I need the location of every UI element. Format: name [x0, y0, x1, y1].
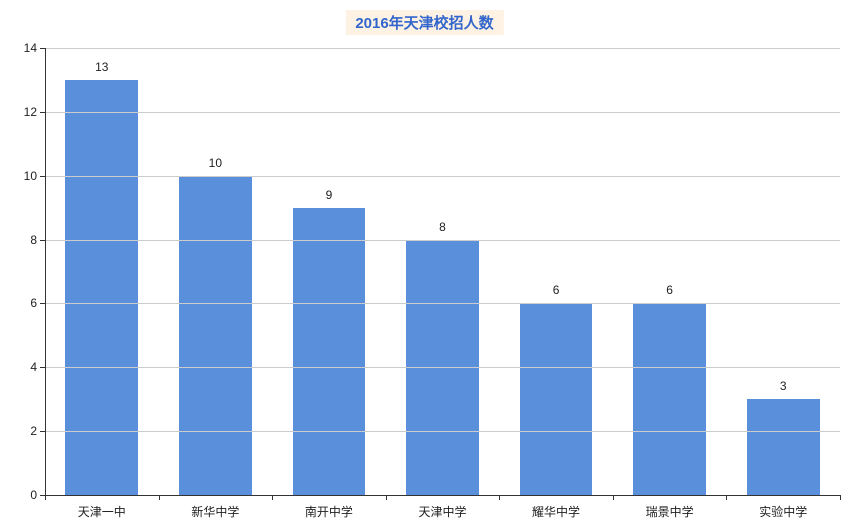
- y-axis-line: [45, 48, 46, 495]
- bar-value-label: 10: [209, 156, 222, 176]
- plot-area: 131098663 02468101214天津一中新华中学南开中学天津中学耀华中…: [45, 48, 840, 495]
- x-tick-label: 瑞景中学: [646, 495, 694, 520]
- x-tick-mark: [272, 495, 273, 500]
- bar: 6: [633, 303, 706, 495]
- bar: 9: [293, 208, 366, 495]
- x-tick-label: 南开中学: [305, 495, 353, 520]
- bar: 13: [65, 80, 138, 495]
- bars-layer: 131098663: [45, 48, 840, 495]
- bar: 6: [520, 303, 593, 495]
- x-tick-mark: [159, 495, 160, 500]
- bar-value-label: 6: [553, 283, 560, 303]
- x-tick-mark: [45, 495, 46, 500]
- gridline: [45, 112, 840, 113]
- bar: 10: [179, 176, 252, 495]
- x-tick-mark: [499, 495, 500, 500]
- chart-container: 2016年天津校招人数 131098663 02468101214天津一中新华中…: [0, 0, 849, 522]
- x-tick-label: 天津一中: [78, 495, 126, 520]
- x-tick-label: 天津中学: [418, 495, 466, 520]
- gridline: [45, 240, 840, 241]
- x-tick-mark: [840, 495, 841, 500]
- x-tick-mark: [613, 495, 614, 500]
- x-tick-mark: [726, 495, 727, 500]
- gridline: [45, 367, 840, 368]
- chart-title: 2016年天津校招人数: [345, 10, 503, 35]
- bar-value-label: 3: [780, 379, 787, 399]
- x-tick-mark: [386, 495, 387, 500]
- bar: 3: [747, 399, 820, 495]
- bar-value-label: 8: [439, 220, 446, 240]
- bar-value-label: 6: [666, 283, 673, 303]
- gridline: [45, 303, 840, 304]
- gridline: [45, 176, 840, 177]
- bar-value-label: 9: [326, 188, 333, 208]
- gridline: [45, 48, 840, 49]
- x-tick-label: 实验中学: [759, 495, 807, 520]
- x-tick-label: 新华中学: [191, 495, 239, 520]
- bar-value-label: 13: [95, 60, 108, 80]
- gridline: [45, 431, 840, 432]
- x-tick-label: 耀华中学: [532, 495, 580, 520]
